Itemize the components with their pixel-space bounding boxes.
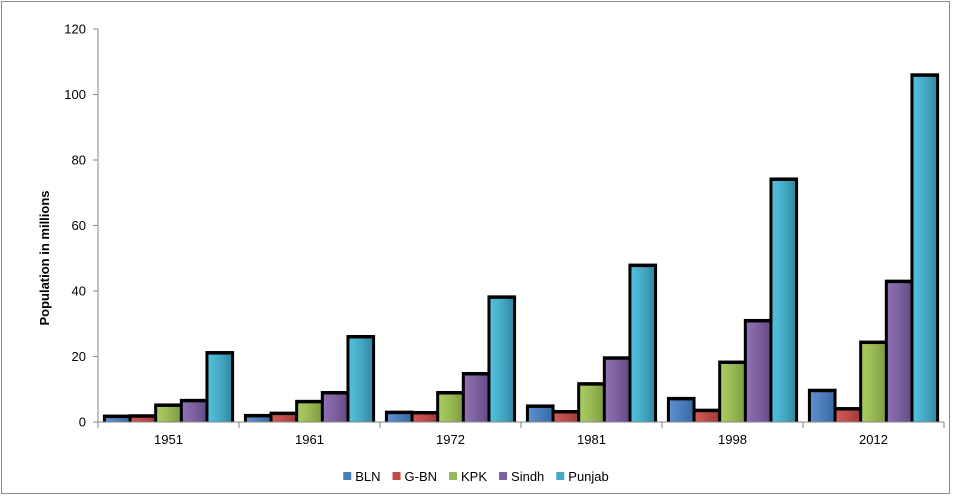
bar-sindh-1972 <box>464 375 488 422</box>
x-tick-label: 1972 <box>436 432 465 447</box>
legend-label: G-BN <box>405 469 438 484</box>
x-tick-label: 2012 <box>859 432 888 447</box>
legend-swatch <box>556 472 565 480</box>
bar-bln-1951 <box>105 418 129 422</box>
bar-punjab-1998 <box>772 180 796 422</box>
bar-bln-1998 <box>669 400 693 422</box>
x-tick-label: 1981 <box>577 432 606 447</box>
x-tick-label: 1998 <box>718 432 747 447</box>
bar-sindh-1998 <box>746 322 770 422</box>
bar-g-bn-1998 <box>695 412 719 422</box>
bar-bln-1981 <box>528 407 552 422</box>
bar-g-bn-2012 <box>836 410 860 422</box>
bar-kpk-2012 <box>862 344 885 422</box>
bar-g-bn-1981 <box>554 413 578 422</box>
bar-bln-1972 <box>387 414 411 422</box>
y-tick-label: 100 <box>64 87 86 102</box>
bar-punjab-1961 <box>349 338 373 422</box>
legend-item-sindh: Sindh <box>499 469 544 484</box>
legend-swatch <box>392 472 401 480</box>
bar-g-bn-1972 <box>413 414 437 422</box>
bar-kpk-1961 <box>298 403 321 422</box>
bar-g-bn-1951 <box>131 417 155 422</box>
bars <box>105 76 937 422</box>
bar-sindh-1951 <box>182 402 206 422</box>
bar-punjab-1951 <box>208 354 232 422</box>
legend-item-bln: BLN <box>343 469 381 484</box>
bar-bln-2012 <box>810 392 834 422</box>
legend: BLN G-BN KPK Sindh Punjab <box>343 469 609 484</box>
legend-item-punjab: Punjab <box>556 469 609 484</box>
legend-label: Punjab <box>568 469 608 484</box>
bar-g-bn-1961 <box>272 415 296 422</box>
bar-punjab-1981 <box>631 267 655 422</box>
y-axis-title: Population in millions <box>37 190 52 325</box>
y-tick-label: 0 <box>79 415 86 430</box>
legend-swatch <box>343 472 352 480</box>
bar-sindh-2012 <box>887 283 911 422</box>
bar-sindh-1981 <box>605 359 629 422</box>
bar-kpk-1951 <box>157 406 180 422</box>
legend-swatch <box>449 472 458 480</box>
y-tick-label: 120 <box>64 22 86 37</box>
bar-sindh-1961 <box>323 394 347 422</box>
legend-label: KPK <box>461 469 487 484</box>
y-tick-label: 60 <box>72 218 86 233</box>
x-tick-label: 1951 <box>154 432 183 447</box>
bar-punjab-2012 <box>913 76 937 422</box>
legend-item-kpk: KPK <box>449 469 487 484</box>
axes: 0 20 40 60 80 100 120 1951 1961 1972 1981 1998 2012 <box>64 22 945 447</box>
bar-punjab-1972 <box>490 298 514 422</box>
legend-label: Sindh <box>511 469 544 484</box>
legend-item-g-bn: G-BN <box>392 469 438 484</box>
bar-bln-1961 <box>246 417 270 422</box>
x-tick-label: 1961 <box>295 432 324 447</box>
legend-label: BLN <box>355 469 380 484</box>
y-tick-label: 40 <box>72 284 86 299</box>
legend-swatch <box>499 472 508 480</box>
bar-kpk-1981 <box>580 385 603 422</box>
y-tick-label: 20 <box>72 349 86 364</box>
bar-kpk-1972 <box>439 394 462 422</box>
y-tick-label: 80 <box>72 153 86 168</box>
bar-kpk-1998 <box>721 364 744 422</box>
